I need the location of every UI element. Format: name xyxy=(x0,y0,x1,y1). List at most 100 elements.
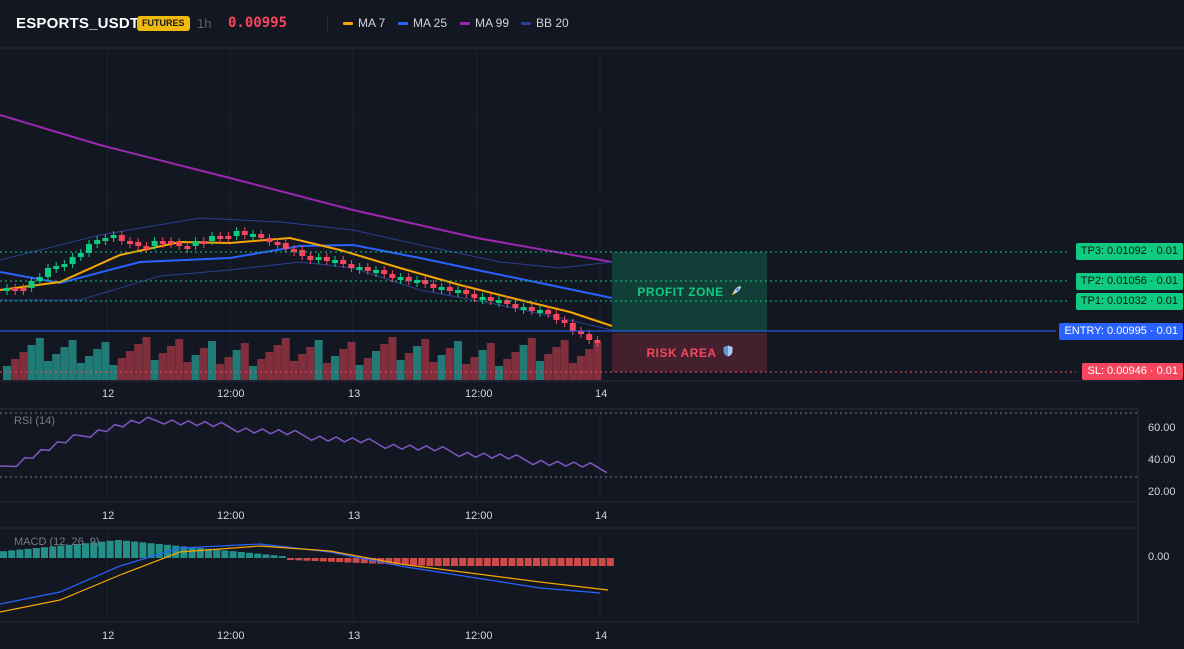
candle-body xyxy=(4,288,10,291)
time-tick: 13 xyxy=(348,510,361,522)
volume-bar xyxy=(265,352,274,380)
volume-bar xyxy=(3,366,11,380)
rsi-title[interactable]: RSI (14) xyxy=(14,415,55,427)
candle-body xyxy=(463,290,470,294)
candle-body xyxy=(405,277,412,281)
macd-histogram-bar xyxy=(467,558,475,566)
risk-zone-box xyxy=(612,333,767,372)
volume-bar xyxy=(183,362,192,380)
sl-price-label: SL: 0.00946 · 0.01 xyxy=(1082,363,1183,380)
candle-body xyxy=(266,238,273,242)
candle-body xyxy=(397,277,404,280)
candle-body xyxy=(430,284,437,288)
candle-body xyxy=(291,249,297,252)
candle-body xyxy=(479,297,486,300)
volume-bar xyxy=(85,356,93,380)
macd-histogram-bar xyxy=(73,544,81,558)
volume-bar xyxy=(585,349,594,380)
macd-histogram-bar xyxy=(205,548,212,558)
volume-bar xyxy=(19,352,28,380)
volume-bar xyxy=(126,351,134,380)
volume-bar xyxy=(511,352,520,380)
macd-histogram-bar xyxy=(155,544,163,558)
macd-histogram-bar xyxy=(139,542,147,558)
candle-body xyxy=(110,235,117,238)
volume-bar xyxy=(388,337,397,380)
legend-ma25[interactable]: MA 25 xyxy=(398,16,447,30)
candle-body xyxy=(455,290,461,293)
volume-bar xyxy=(568,363,577,380)
candle-body xyxy=(340,260,347,264)
macd-tick: 0.00 xyxy=(1148,551,1170,563)
volume-bar xyxy=(175,339,184,380)
legend-ma7[interactable]: MA 7 xyxy=(343,16,385,30)
candle-body xyxy=(241,231,248,235)
candle-body xyxy=(578,331,584,334)
bb-lower-line xyxy=(0,261,613,331)
legend-bb20[interactable]: BB 20 xyxy=(521,16,569,30)
candle-body xyxy=(159,241,166,244)
signal-line xyxy=(0,545,609,613)
legend-ma99[interactable]: MA 99 xyxy=(460,16,509,30)
candle-body xyxy=(20,288,27,291)
rsi-tick: 60.00 xyxy=(1148,422,1176,434)
volume-bar xyxy=(577,356,585,380)
candle-body xyxy=(373,270,379,273)
macd-histogram-bar xyxy=(254,553,262,558)
rocket-icon xyxy=(730,285,742,300)
volume-bar xyxy=(134,344,143,380)
candle-body xyxy=(512,304,519,308)
macd-histogram-bar xyxy=(147,543,155,558)
candle-body xyxy=(36,277,43,281)
legend-label: MA 7 xyxy=(358,16,386,30)
volume-bar xyxy=(11,359,20,380)
candle-body xyxy=(364,267,371,271)
timeframe-selector[interactable]: 1h xyxy=(197,16,212,31)
macd-histogram-bar xyxy=(516,558,524,566)
futures-badge: FUTURES xyxy=(137,16,190,31)
candle-body xyxy=(545,310,552,314)
candles xyxy=(4,227,601,347)
risk-area-label: RISK AREA xyxy=(646,345,717,360)
trade-zones xyxy=(612,252,767,372)
macd-histogram-bar xyxy=(549,558,557,566)
symbol-name[interactable]: ESPORTS_USDT xyxy=(16,15,140,32)
volume-bar xyxy=(536,361,544,380)
time-tick: 12 xyxy=(102,388,115,400)
candle-body xyxy=(192,241,199,246)
legend-label: MA 99 xyxy=(475,16,510,30)
macd-histogram-bar xyxy=(237,552,245,558)
time-axis-main: 12 12:00 13 12:00 14 xyxy=(0,388,1184,402)
volume-bar xyxy=(167,346,175,380)
macd-histogram-bar xyxy=(385,558,393,565)
legend-label: MA 25 xyxy=(413,16,448,30)
chart-header: ESPORTS_USDT FUTURES 1h 0.00995 MA 7 MA … xyxy=(0,0,1184,48)
macd-histogram-bar xyxy=(565,558,573,566)
macd-pane xyxy=(0,540,614,613)
macd-histogram-bar xyxy=(303,558,311,561)
volume-bar xyxy=(347,342,356,380)
candle-body xyxy=(537,310,543,313)
time-tick: 12:00 xyxy=(217,388,245,400)
profit-zone: PROFIT ZONE xyxy=(612,252,767,332)
time-tick: 12 xyxy=(102,510,115,522)
macd-title[interactable]: MACD (12, 26, 9) xyxy=(14,536,100,548)
candle-body xyxy=(389,274,396,278)
candle-body xyxy=(569,323,576,331)
volume-bar xyxy=(404,353,413,380)
line-swatch-icon xyxy=(460,21,470,25)
candle-body xyxy=(77,253,84,257)
candle-body xyxy=(299,250,306,256)
macd-histogram-bar xyxy=(24,548,32,558)
candle-body xyxy=(176,242,183,246)
time-tick: 12:00 xyxy=(465,630,493,642)
volume-bar xyxy=(232,350,241,380)
macd-histogram-bar xyxy=(533,558,540,566)
candle-body xyxy=(217,236,224,239)
candle-body xyxy=(381,270,388,274)
macd-histogram-bar xyxy=(483,558,491,566)
candle-body xyxy=(53,266,60,269)
candle-body xyxy=(553,314,560,320)
macd-histogram-bar xyxy=(123,540,130,558)
